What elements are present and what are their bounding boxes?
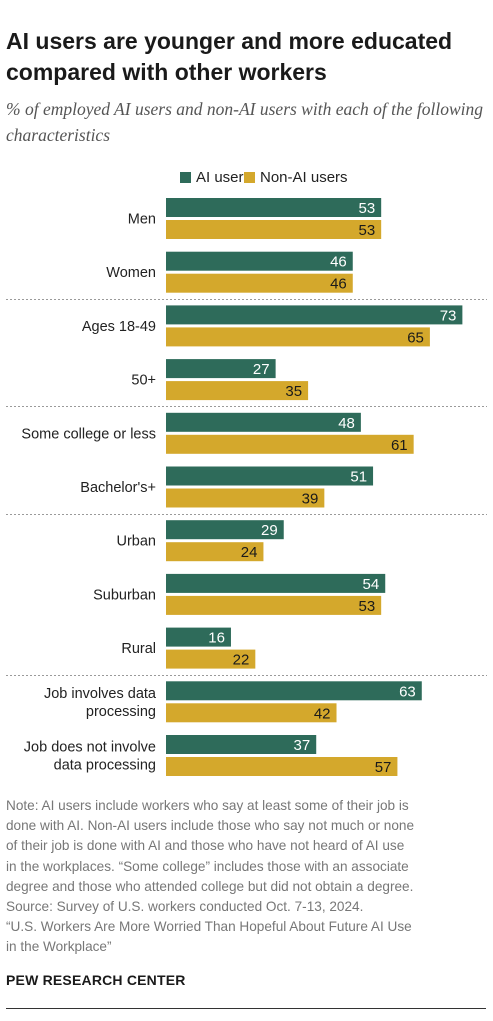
bar-non-ai-users <box>166 434 414 454</box>
note-line: of their job is done with AI and those w… <box>6 838 405 854</box>
category-label: Suburban <box>93 587 156 603</box>
category-label: Job involves data <box>44 686 157 702</box>
data-label: 35 <box>285 383 302 400</box>
chart-subtitle: % of employed AI users and non-AI users … <box>6 99 483 145</box>
bar-non-ai-users <box>166 703 337 723</box>
bar-ai-users <box>166 359 276 379</box>
data-label: 48 <box>338 415 355 432</box>
category-label: Women <box>106 265 156 281</box>
data-label: 53 <box>358 598 375 615</box>
chart-legend: AI users Non-AI users <box>0 168 493 188</box>
category-label: data processing <box>54 758 156 774</box>
bar-non-ai-users <box>166 381 309 401</box>
data-label: 46 <box>330 276 347 293</box>
category-label: Ages 18-49 <box>82 319 156 335</box>
bar-ai-users <box>166 305 463 325</box>
bar-ai-users <box>166 466 374 486</box>
data-label: 29 <box>261 522 278 539</box>
category-label: Bachelor's+ <box>80 480 156 496</box>
bar-non-ai-users <box>166 542 264 562</box>
data-label: 42 <box>314 705 331 722</box>
chart-note: Note: AI users include workers who say a… <box>6 796 490 958</box>
note-line: Source: Survey of U.S. workers conducted… <box>6 899 364 915</box>
category-label: 50+ <box>131 373 156 389</box>
note-line: done with AI. Non-AI users include those… <box>6 818 415 834</box>
data-label: 16 <box>208 630 225 647</box>
legend-swatch-non-ai-users <box>244 172 255 183</box>
data-label: 61 <box>391 437 408 454</box>
bar-non-ai-users <box>166 273 353 293</box>
note-line: in the workplaces. “Some college” includ… <box>6 858 409 874</box>
category-label: Urban <box>117 534 157 550</box>
category-label: Men <box>128 212 156 228</box>
note-line: Note: AI users include workers who say a… <box>6 798 409 813</box>
note-line: “U.S. Workers Are More Worried Than Hope… <box>6 919 412 935</box>
bar-chart: Men 53 53 Women 46 46 Ages 18-49 73 65 50+ 27 35 Som… <box>6 198 487 776</box>
bar-ai-users <box>166 520 284 540</box>
bar-ai-users <box>166 627 231 647</box>
bar-non-ai-users <box>166 649 256 669</box>
data-label: 22 <box>233 652 250 669</box>
legend-swatch-ai-users <box>180 172 191 183</box>
data-label: 73 <box>440 307 457 324</box>
category-label: Job does not involve <box>24 740 156 756</box>
data-label: 63 <box>399 683 416 700</box>
data-label: 37 <box>294 737 311 754</box>
data-label: 39 <box>302 491 319 508</box>
data-label: 53 <box>358 222 375 239</box>
bar-ai-users <box>166 735 317 754</box>
legend-item-ai-users: AI users <box>180 168 251 188</box>
category-label: Some college or less <box>21 426 156 442</box>
bar-ai-users <box>166 251 353 271</box>
data-label: 54 <box>363 576 380 593</box>
chart-title: AI users are younger and more educated c… <box>6 28 453 85</box>
category-label: Rural <box>121 641 156 657</box>
data-label: 24 <box>241 544 258 561</box>
source-brand: PEW RESEARCH CENTER <box>6 972 186 988</box>
data-label: 46 <box>330 254 347 271</box>
bar-ai-users <box>166 681 422 701</box>
legend-label-ai-users: AI users <box>196 169 252 186</box>
bar-ai-users <box>166 412 361 432</box>
bar-non-ai-users <box>166 327 430 347</box>
bar-ai-users <box>166 198 382 217</box>
data-label: 65 <box>407 329 424 346</box>
data-label: 51 <box>350 469 367 486</box>
data-label: 53 <box>358 200 375 217</box>
data-label: 57 <box>375 759 392 776</box>
bar-non-ai-users <box>166 488 325 508</box>
category-label: processing <box>86 704 156 720</box>
bar-non-ai-users <box>166 595 382 615</box>
data-label: 27 <box>253 361 270 378</box>
bottom-rule <box>6 1008 486 1009</box>
note-line: degree and those who attended college bu… <box>6 878 414 894</box>
bar-non-ai-users <box>166 220 382 239</box>
legend-label-non-ai-users: Non-AI users <box>260 169 348 186</box>
note-line: in the Workplace” <box>6 939 112 955</box>
bar-non-ai-users <box>166 757 398 776</box>
bar-ai-users <box>166 573 386 593</box>
legend-item-non-ai-users: Non-AI users <box>244 168 348 188</box>
